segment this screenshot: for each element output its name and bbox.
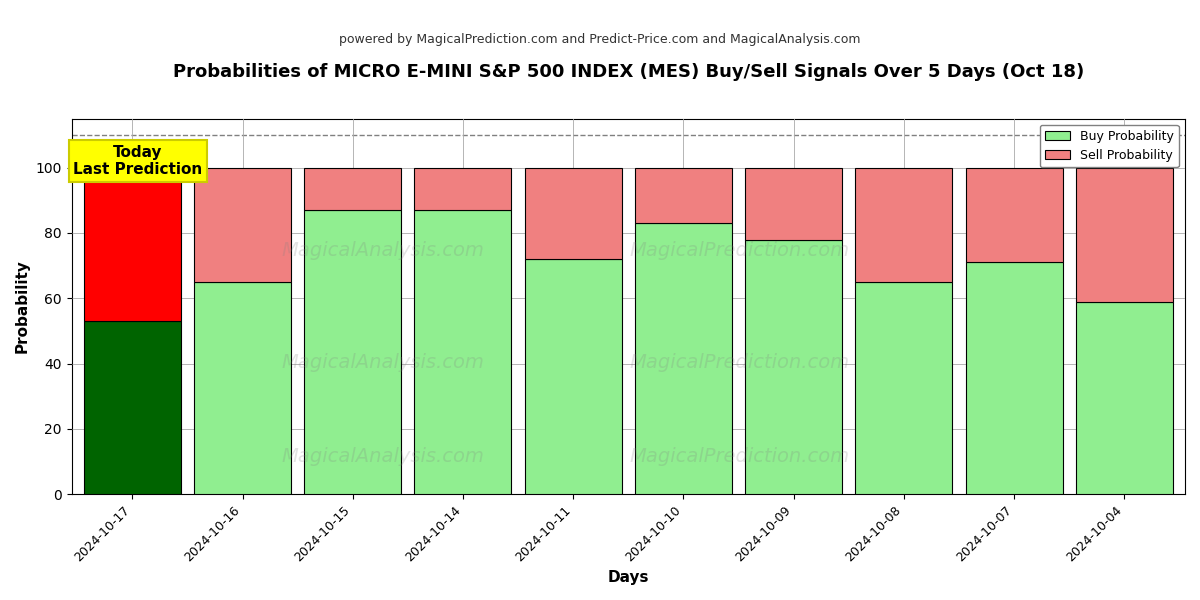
Bar xyxy=(414,210,511,494)
Legend: Buy Probability, Sell Probability: Buy Probability, Sell Probability xyxy=(1040,125,1178,167)
Text: MagicalAnalysis.com: MagicalAnalysis.com xyxy=(282,353,485,373)
Bar xyxy=(84,167,181,321)
Bar xyxy=(856,282,953,494)
Bar xyxy=(414,167,511,210)
Text: Today
Last Prediction: Today Last Prediction xyxy=(73,145,203,177)
Y-axis label: Probability: Probability xyxy=(16,260,30,353)
Bar xyxy=(966,167,1063,262)
Text: MagicalPrediction.com: MagicalPrediction.com xyxy=(630,241,850,260)
Text: MagicalAnalysis.com: MagicalAnalysis.com xyxy=(282,241,485,260)
Bar xyxy=(1076,167,1172,302)
Text: MagicalPrediction.com: MagicalPrediction.com xyxy=(630,447,850,466)
Title: Probabilities of MICRO E-MINI S&P 500 INDEX (MES) Buy/Sell Signals Over 5 Days (: Probabilities of MICRO E-MINI S&P 500 IN… xyxy=(173,63,1084,81)
X-axis label: Days: Days xyxy=(607,570,649,585)
Bar xyxy=(84,321,181,494)
Bar xyxy=(635,223,732,494)
Bar xyxy=(635,167,732,223)
Bar xyxy=(305,210,401,494)
Bar xyxy=(1076,302,1172,494)
Bar xyxy=(194,167,292,282)
Bar xyxy=(745,167,842,239)
Bar xyxy=(305,167,401,210)
Bar xyxy=(194,282,292,494)
Bar xyxy=(966,262,1063,494)
Bar xyxy=(524,167,622,259)
Bar xyxy=(745,239,842,494)
Text: powered by MagicalPrediction.com and Predict-Price.com and MagicalAnalysis.com: powered by MagicalPrediction.com and Pre… xyxy=(340,32,860,46)
Bar xyxy=(524,259,622,494)
Bar xyxy=(856,167,953,282)
Text: MagicalAnalysis.com: MagicalAnalysis.com xyxy=(282,447,485,466)
Text: MagicalPrediction.com: MagicalPrediction.com xyxy=(630,353,850,373)
